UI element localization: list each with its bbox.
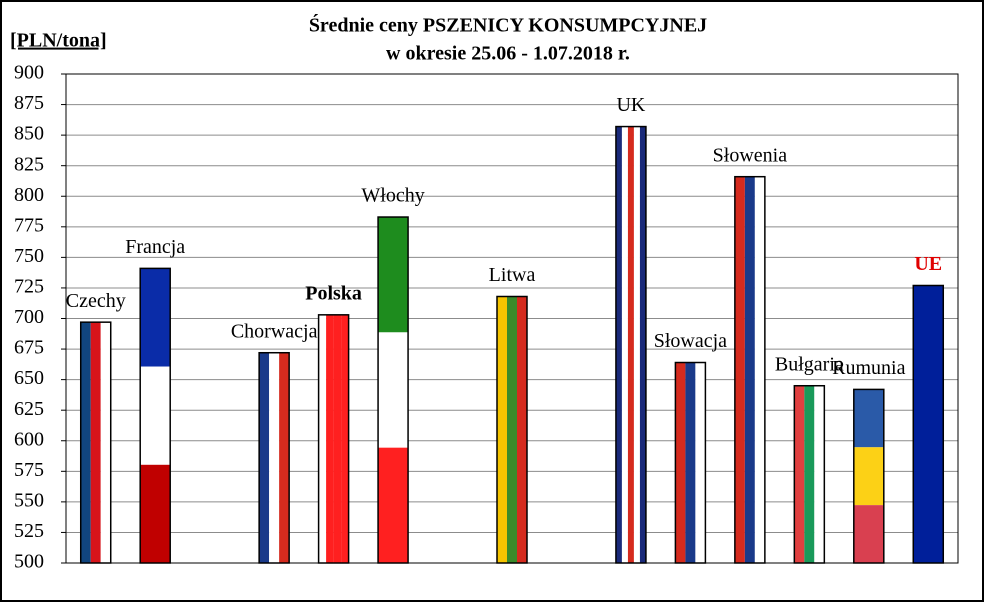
bar	[912, 284, 945, 564]
bar-label: Litwa	[489, 264, 536, 286]
y-tick-label: 775	[14, 214, 44, 236]
bar-outline	[317, 314, 350, 564]
bar-stripe	[695, 362, 706, 563]
bar-stripe	[507, 296, 517, 563]
bar-label: Słowenia	[713, 144, 788, 166]
bar-stripe	[621, 126, 628, 563]
chart-subtitle: w okresie 25.06 - 1.07.2018 r.	[386, 43, 630, 65]
bar-label: Chorwacja	[231, 320, 318, 342]
chart-title: Średnie ceny PSZENICY KONSUMPCYJNEJ	[309, 13, 707, 37]
bar-outline	[674, 361, 707, 564]
bar-outline	[793, 384, 826, 564]
bar	[853, 388, 885, 564]
y-axis-label: [PLN/tona]	[10, 30, 107, 52]
bar-stripe	[378, 332, 409, 448]
bar	[79, 321, 112, 564]
bar-outline	[79, 321, 112, 564]
y-tick-label: 550	[14, 489, 44, 511]
bar-stripe	[90, 322, 101, 563]
bar-stripe	[269, 352, 280, 563]
bar-outline	[853, 388, 885, 564]
bar-stripe	[744, 176, 755, 563]
bar-stripe	[259, 352, 270, 563]
bar-outline	[258, 351, 290, 564]
bar-label: Czechy	[66, 290, 126, 312]
bar-label: UK	[616, 94, 645, 116]
bar-stripe	[794, 385, 805, 563]
bar	[674, 361, 707, 564]
bar-stripe	[100, 322, 111, 563]
y-tick-label: 750	[14, 245, 44, 267]
bar-stripe	[675, 362, 686, 563]
bar-stripe	[140, 366, 171, 465]
bar-stripe	[378, 217, 409, 333]
bar-stripe	[279, 352, 290, 563]
bar-label: Francja	[125, 236, 185, 258]
bar-stripe	[633, 126, 640, 563]
bar-stripe	[734, 176, 745, 563]
bar	[734, 175, 766, 564]
bar-stripe	[318, 314, 327, 563]
bar-stripe	[140, 464, 171, 563]
bar	[615, 125, 647, 564]
bar-stripe	[804, 385, 815, 563]
bar	[496, 295, 528, 564]
y-tick-label: 725	[14, 276, 44, 298]
y-tick-label: 850	[14, 123, 44, 145]
y-tick-label: 675	[14, 337, 44, 359]
bar-stripe	[517, 296, 527, 563]
bar	[377, 216, 409, 564]
bar-outline	[615, 125, 647, 564]
bar-label: UE	[914, 253, 942, 275]
bar	[793, 384, 826, 564]
bar-outline	[377, 216, 409, 564]
y-tick-label: 500	[14, 551, 44, 573]
bar-stripe	[497, 296, 507, 563]
bar-stripe	[814, 385, 825, 563]
bar-stripe	[326, 314, 334, 563]
y-tick-label: 625	[14, 398, 44, 420]
bar-stripe	[341, 314, 349, 563]
bar-stripe	[853, 389, 884, 448]
y-tick-label: 875	[14, 92, 44, 114]
y-tick-label: 575	[14, 459, 44, 481]
bar	[258, 351, 290, 564]
bar-stripe	[333, 314, 342, 563]
bar-stripe	[685, 362, 696, 563]
bar-stripe	[853, 447, 884, 506]
bar-stripe	[754, 176, 765, 563]
bar-stripe	[80, 322, 91, 563]
bar-outline	[139, 267, 171, 564]
y-tick-label: 800	[14, 184, 44, 206]
bar	[317, 314, 350, 564]
bar-outline	[496, 295, 528, 564]
bar-label: Włochy	[361, 185, 424, 207]
y-tick-label: 825	[14, 153, 44, 175]
y-tick-label: 650	[14, 367, 44, 389]
bar-outline	[912, 284, 945, 564]
bar-stripe	[853, 505, 884, 563]
bar-label: Rumunia	[832, 357, 905, 379]
y-tick-label: 600	[14, 428, 44, 450]
bar-stripe	[913, 285, 944, 563]
bar-stripe	[615, 126, 622, 563]
bar-label: Słowacja	[654, 330, 727, 352]
bar-outline	[734, 175, 766, 564]
y-tick-label: 525	[14, 520, 44, 542]
bar-label: Bułgaria	[775, 353, 844, 375]
bar-stripe	[639, 126, 646, 563]
y-tick-label: 900	[14, 62, 44, 84]
bar-stripe	[378, 447, 409, 563]
bar	[139, 267, 171, 564]
bar-stripe	[627, 126, 634, 563]
bar-stripe	[140, 268, 171, 367]
bar-label: Polska	[305, 282, 362, 304]
y-tick-label: 700	[14, 306, 44, 328]
